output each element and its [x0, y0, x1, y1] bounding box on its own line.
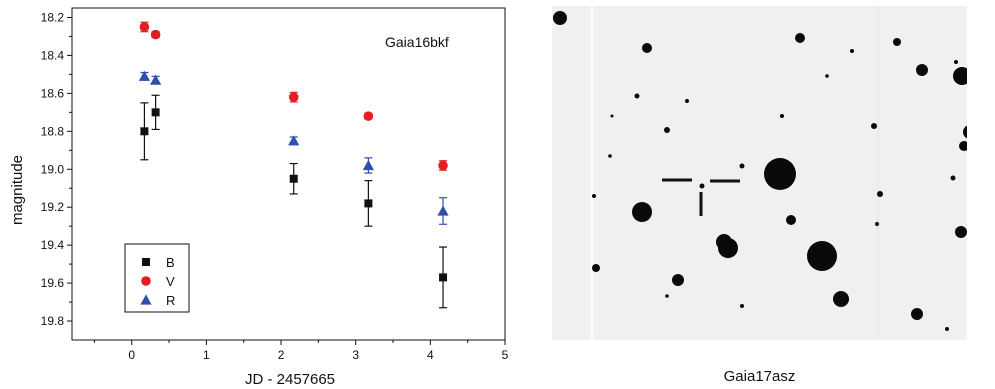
- star: [608, 154, 612, 158]
- y-axis-title: magnitude: [9, 155, 26, 225]
- data-point: [364, 199, 373, 208]
- star: [950, 175, 956, 181]
- star: [877, 191, 883, 197]
- star: [672, 274, 684, 286]
- sky-image: [552, 6, 967, 340]
- data-point: [439, 273, 448, 282]
- data-point: [150, 74, 162, 85]
- y-tick-label: 18.2: [41, 10, 65, 24]
- y-axis: 18.2 18.4 18.6 18.8 19.0 19.2 19.4 19.6 19.8: [41, 10, 72, 328]
- x-tick-label: 5: [502, 348, 509, 362]
- data-point: [362, 159, 374, 171]
- data-point: [140, 127, 149, 136]
- star: [807, 241, 837, 271]
- star: [893, 38, 901, 46]
- star: [780, 114, 784, 118]
- y-tick-label: 18.4: [41, 48, 65, 62]
- x-tick-label: 2: [278, 348, 285, 362]
- data-point: [138, 70, 151, 81]
- star: [825, 74, 829, 78]
- legend-marker: [141, 276, 151, 286]
- star: [664, 127, 670, 133]
- star: [632, 202, 652, 222]
- star: [786, 215, 796, 225]
- y-tick-label: 19.0: [41, 162, 65, 176]
- series-R: [138, 70, 449, 225]
- y-tick-label: 19.8: [41, 314, 65, 328]
- x-tick-label: 0: [128, 348, 135, 362]
- star: [718, 238, 738, 258]
- data-point: [151, 108, 160, 117]
- star: [955, 226, 967, 238]
- star: [911, 308, 923, 320]
- star: [945, 327, 949, 331]
- star: [699, 183, 705, 189]
- series-B: [140, 94, 448, 309]
- x-axis-title: JD - 2457665: [245, 371, 335, 388]
- y-tick-label: 19.6: [41, 276, 65, 290]
- data-point: [288, 135, 300, 146]
- legend: BVR: [124, 243, 190, 313]
- star: [553, 11, 567, 25]
- legend-marker: [142, 258, 150, 266]
- x-tick-label: 4: [427, 348, 434, 362]
- star: [795, 33, 805, 43]
- data-points: [138, 21, 449, 309]
- legend-box: [124, 243, 190, 313]
- data-point: [289, 174, 298, 183]
- x-axis: 0 1 2 3 4 5: [93, 340, 509, 362]
- series-V: [139, 21, 448, 171]
- star: [954, 60, 958, 64]
- data-point: [288, 92, 299, 102]
- star: [833, 291, 849, 307]
- sky-background: [552, 6, 967, 340]
- x-tick-label: 3: [352, 348, 359, 362]
- star: [959, 141, 967, 151]
- data-point: [438, 160, 448, 171]
- stars: [553, 11, 967, 331]
- data-point: [437, 205, 449, 216]
- object-annotation: Gaia16bkf: [385, 34, 449, 50]
- y-tick-label: 19.4: [41, 238, 65, 252]
- star: [665, 294, 669, 298]
- plot-border: [71, 7, 506, 341]
- star: [592, 264, 600, 272]
- star: [963, 125, 967, 139]
- star: [685, 99, 689, 103]
- legend-label: B: [166, 255, 175, 270]
- star: [642, 43, 652, 53]
- star: [871, 123, 877, 129]
- plot-frame: [71, 7, 506, 341]
- star: [764, 158, 796, 190]
- star: [916, 64, 928, 76]
- star: [634, 93, 640, 99]
- star: [850, 49, 854, 53]
- star: [610, 114, 614, 118]
- target-marker: [662, 178, 740, 216]
- legend-marker: [140, 294, 152, 305]
- star: [592, 194, 596, 198]
- y-tick-label: 18.6: [41, 86, 65, 100]
- y-tick-label: 19.2: [41, 200, 65, 214]
- star: [739, 163, 745, 169]
- y-tick-label: 18.8: [41, 124, 65, 138]
- data-point: [363, 111, 374, 121]
- legend-label: V: [166, 274, 175, 289]
- star: [740, 304, 744, 308]
- data-point: [139, 22, 150, 32]
- legend-label: R: [166, 293, 175, 308]
- x-tick-label: 1: [203, 348, 210, 362]
- data-point: [150, 29, 161, 40]
- star: [875, 222, 879, 226]
- image-caption: Gaia17asz: [723, 368, 796, 385]
- star: [953, 67, 967, 85]
